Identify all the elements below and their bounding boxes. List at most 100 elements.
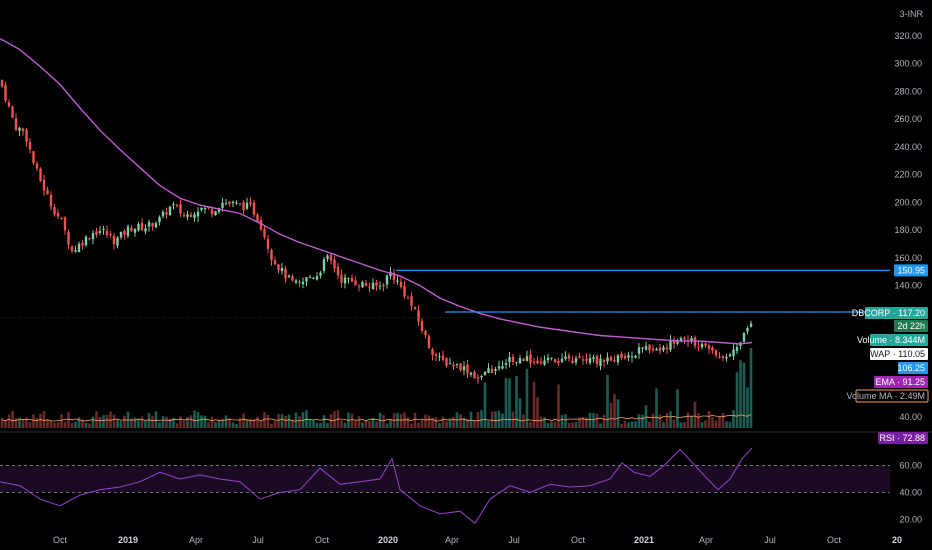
volume-bar bbox=[53, 422, 56, 428]
volume-bar bbox=[595, 413, 599, 428]
volume-bar bbox=[56, 422, 60, 428]
volume-bar bbox=[627, 422, 630, 428]
volume-bar bbox=[592, 413, 595, 428]
candle-body bbox=[102, 228, 105, 230]
volume-bar bbox=[396, 412, 399, 428]
candle-body bbox=[189, 214, 193, 218]
volume-bar bbox=[102, 415, 105, 428]
volume-bar bbox=[385, 423, 389, 428]
volume-bar bbox=[735, 372, 739, 428]
candle-body bbox=[564, 356, 567, 359]
volume-bar bbox=[144, 420, 147, 428]
candle-body bbox=[18, 127, 21, 131]
candle-body bbox=[385, 275, 389, 285]
volume-bar bbox=[200, 415, 203, 428]
rsi-band bbox=[0, 465, 890, 493]
volume-bar bbox=[732, 410, 735, 428]
volume-bar bbox=[602, 414, 606, 428]
candle-body bbox=[158, 216, 161, 223]
candle-body bbox=[336, 266, 340, 276]
volume-bar bbox=[651, 413, 655, 428]
candle-body bbox=[525, 356, 529, 361]
volume-bar bbox=[466, 418, 469, 428]
volume-bar bbox=[221, 418, 224, 428]
ema-tag-bg bbox=[874, 376, 928, 388]
time-tick-label: Apr bbox=[699, 535, 713, 545]
volume-bar bbox=[434, 417, 438, 428]
candle-body bbox=[319, 272, 322, 276]
candle-body bbox=[242, 202, 245, 210]
candle-body bbox=[476, 377, 480, 379]
volume-bar bbox=[179, 416, 182, 428]
time-tick-label: Oct bbox=[53, 535, 68, 545]
candle-body bbox=[119, 231, 123, 238]
candle-body bbox=[322, 259, 326, 271]
candle-body bbox=[403, 285, 406, 297]
candle-body bbox=[494, 369, 497, 371]
volume-bar bbox=[280, 414, 284, 428]
volume-bar bbox=[672, 419, 676, 428]
volume-bar bbox=[462, 417, 466, 428]
volume-ma-line bbox=[1, 414, 752, 422]
candle-body bbox=[361, 282, 364, 288]
volume-bar bbox=[133, 417, 137, 428]
candle-body bbox=[63, 217, 67, 231]
volume-bar bbox=[389, 419, 392, 428]
price-tick-label: 300.00 bbox=[894, 59, 922, 69]
candle-body bbox=[67, 232, 70, 245]
volume-bar bbox=[14, 418, 18, 428]
volume-bar bbox=[536, 397, 539, 428]
candle-body bbox=[144, 228, 147, 232]
candle-body bbox=[42, 179, 46, 191]
volume-bar bbox=[669, 410, 672, 428]
candle-body bbox=[543, 360, 546, 365]
candle-body bbox=[60, 217, 63, 220]
candle-body bbox=[277, 264, 280, 271]
candle-body bbox=[0, 80, 4, 87]
candle-body bbox=[487, 368, 490, 373]
candle-body bbox=[466, 364, 469, 374]
candle-body bbox=[382, 284, 385, 287]
candle-body bbox=[557, 360, 560, 364]
candle-body bbox=[406, 297, 410, 299]
volume-bar bbox=[207, 422, 210, 428]
volume-bar bbox=[697, 413, 700, 428]
volume-bar bbox=[298, 416, 301, 428]
volume-bar bbox=[417, 422, 420, 428]
candle-body bbox=[550, 357, 553, 359]
volume-bar bbox=[588, 412, 592, 428]
volume-bar bbox=[578, 417, 581, 428]
volume-bar bbox=[567, 422, 571, 428]
candle-body bbox=[375, 282, 378, 286]
candle-body bbox=[74, 250, 77, 252]
candle-body bbox=[718, 356, 721, 358]
volume-bar bbox=[728, 421, 732, 428]
candle-body bbox=[98, 231, 102, 233]
candle-body bbox=[515, 361, 518, 363]
volume-tag: Volume · 8.344M bbox=[857, 335, 925, 345]
volume-bar bbox=[693, 401, 697, 428]
candle-body bbox=[252, 202, 256, 215]
volume-bar bbox=[4, 420, 7, 428]
rsi-tag: RSI · 72.88 bbox=[879, 433, 925, 443]
candle-body bbox=[4, 84, 7, 101]
candle-body bbox=[21, 128, 25, 132]
candle-body bbox=[672, 339, 676, 344]
volume-bar bbox=[399, 414, 403, 428]
volume-bar bbox=[515, 375, 518, 428]
candle-body bbox=[46, 189, 49, 195]
volume-bar bbox=[32, 414, 35, 428]
volume-bar bbox=[459, 414, 462, 428]
volume-bar bbox=[343, 422, 347, 428]
time-tick-label: Oct bbox=[827, 535, 842, 545]
candle-body bbox=[168, 206, 172, 216]
volume-bar bbox=[487, 420, 490, 428]
candle-body bbox=[256, 214, 259, 222]
candle-body bbox=[501, 366, 504, 369]
volume-bar bbox=[599, 423, 602, 428]
volume-bar bbox=[42, 411, 46, 428]
volume-bar bbox=[354, 421, 357, 428]
volume-bar bbox=[676, 389, 679, 428]
candle-body bbox=[721, 355, 725, 358]
